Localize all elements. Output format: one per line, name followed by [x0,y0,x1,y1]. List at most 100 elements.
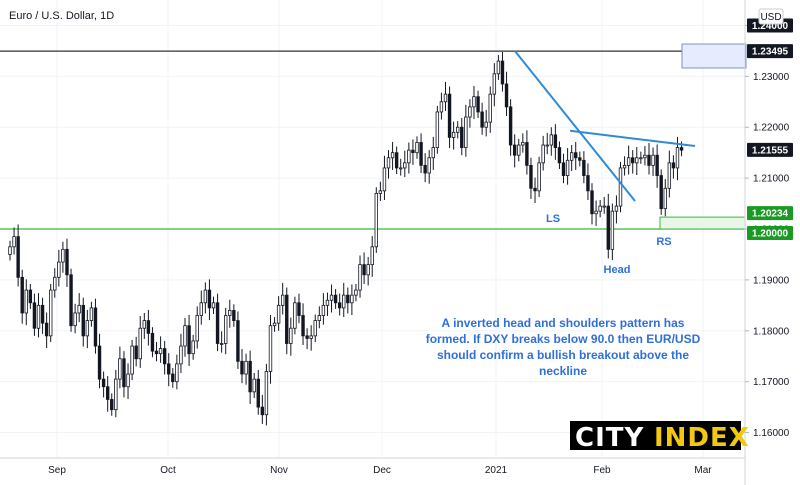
downtrend-line [514,50,636,202]
candle-body [574,152,578,159]
candle-body [171,373,175,383]
candle-body [16,236,20,278]
candle-body [561,162,566,176]
candle-body [606,205,610,250]
chart-title: Euro / U.S. Dollar, 1D [9,10,114,22]
candle-body [399,167,403,170]
candle-body [500,60,505,85]
candle-body [508,106,513,146]
pattern-label-ls: LS [546,213,560,225]
candle-body [195,315,199,342]
candle-body [309,335,313,339]
candle-body [354,289,358,296]
candle-body [69,274,73,327]
candle-body [276,304,281,324]
candle-body [122,358,126,388]
price-badge [747,142,793,157]
candle-body [639,157,643,160]
candle-body [272,322,277,327]
candle-body [594,210,598,215]
candle-body [488,93,492,123]
candle-body [549,134,554,146]
note-line: neckline [539,364,587,378]
time-axis[interactable]: Sep Oct Nov Dec 2021 Feb Mar [48,465,712,476]
candle-body [280,294,285,306]
candle-body [390,152,395,159]
candle-body [61,248,65,263]
candle-body [464,116,468,148]
candle-body [260,406,265,416]
candle-body [679,147,684,151]
candle-body [569,152,574,161]
candle-body [541,144,545,164]
logo-city: CITY [575,423,644,453]
candle-body [187,325,191,355]
price-tick-label: 1.19000 [753,275,790,286]
time-tick-label: Mar [694,465,712,476]
candle-body [93,307,98,347]
price-badge-label: 1.20000 [752,229,789,240]
candle-body [537,162,541,192]
candle-body [366,264,370,276]
candle-body [154,350,159,355]
candle-body [586,175,590,192]
candle-body [313,320,317,337]
candle-body [447,93,452,138]
candle-body [358,264,362,291]
candle-body [285,294,289,344]
candle-body [435,111,440,148]
candle-body [582,159,586,176]
candle-body [472,96,476,108]
candle-body [73,312,77,327]
candle-body [219,343,224,345]
candle-body [578,157,582,161]
candle-body [301,315,305,337]
price-badge-label: 1.23495 [752,47,789,58]
candle-body [305,335,309,339]
candle-body [557,147,562,164]
candle-body [203,289,208,304]
neckline [569,129,696,148]
candle-body [215,302,220,344]
candle-body [57,261,61,278]
candle-body [394,152,399,169]
candle-body [492,73,497,95]
currency-box[interactable] [758,8,784,25]
pattern-labels: LS Head RS [546,213,672,276]
candle-body [350,294,354,304]
candle-body [626,157,631,166]
candle-body [101,378,106,388]
candle-body [325,299,330,306]
candle-body [321,304,326,316]
candle-body [667,162,672,189]
candle-body [468,106,472,118]
candle-body [476,96,480,113]
candle-body [89,307,94,321]
time-tick-label: Dec [373,465,391,476]
candle-body [484,121,488,128]
pattern-label-rs: RS [656,236,671,248]
candle-body [211,302,216,309]
candle-body [236,320,240,362]
candle-body [289,327,293,344]
candle-body [150,332,155,352]
pattern-note: A inverted head and shoulders pattern ha… [426,316,701,378]
note-line: should confirm a bullish breakout above … [437,348,689,362]
time-tick-label: Feb [593,465,611,476]
candle-body [675,147,680,169]
candle-body [118,358,122,380]
candle-body [618,167,623,207]
candle-body [110,399,114,411]
candle-body [635,157,639,164]
candle-body [248,360,252,393]
candle-body [378,190,383,194]
time-tick-label: Oct [160,465,176,476]
candle-body [529,164,533,189]
candle-body [415,142,419,154]
candle-body [631,157,635,164]
candle-body [480,111,484,128]
candle-body [647,154,651,166]
candle-body [97,345,102,380]
